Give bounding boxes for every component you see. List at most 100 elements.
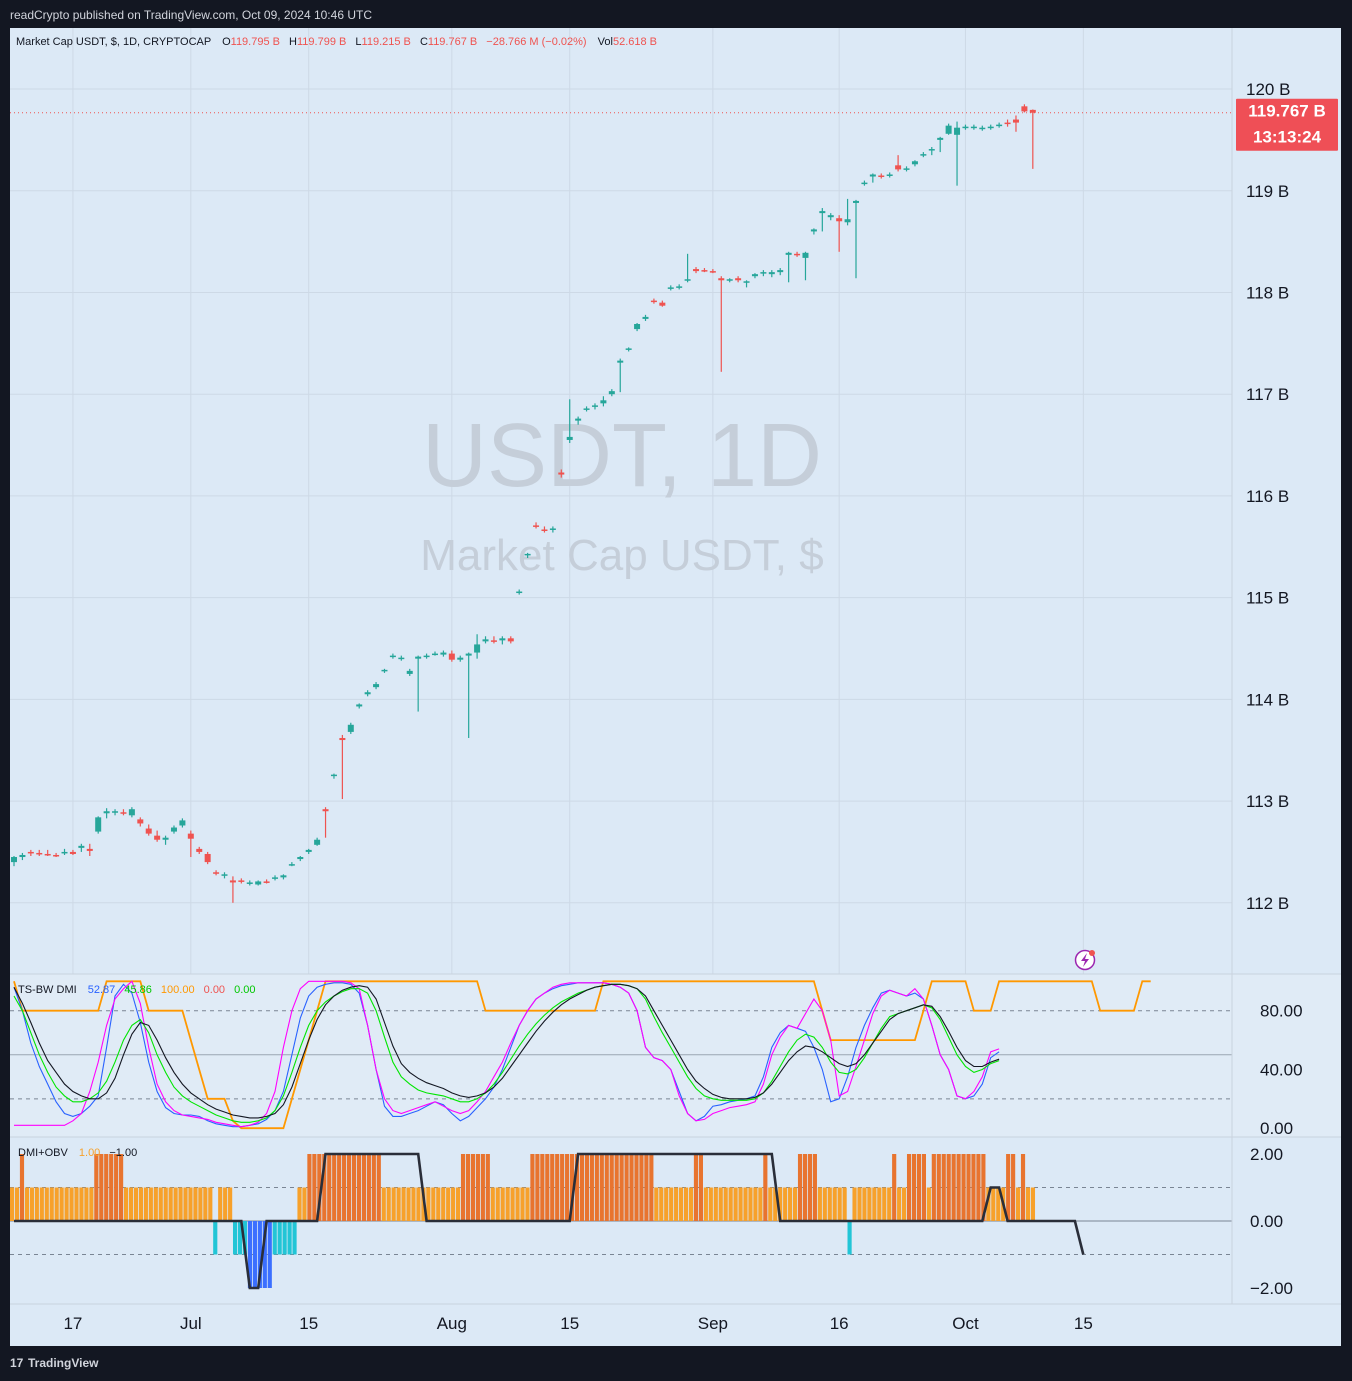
- candle: [743, 280, 750, 288]
- tradingview-logo[interactable]: 17 TradingView: [10, 1356, 98, 1370]
- candle: [659, 300, 666, 307]
- dmi-legend-v4: 0.00: [204, 984, 225, 996]
- candle-body: [701, 270, 708, 272]
- candle-body: [575, 418, 582, 421]
- obv-bar: [247, 1221, 253, 1288]
- obv-bar: [897, 1187, 902, 1221]
- candle: [878, 173, 885, 179]
- obv-bar: [614, 1154, 619, 1221]
- candle-body: [558, 472, 565, 475]
- legend-vol-label: Vol: [598, 36, 613, 48]
- obv-bar: [143, 1187, 148, 1221]
- obv-bar: [718, 1187, 723, 1221]
- obv-bar: [827, 1187, 832, 1221]
- legend-symbol: Market Cap USDT, $, 1D, CRYPTOCAP: [16, 36, 211, 48]
- obv-bar: [535, 1154, 540, 1221]
- candle: [709, 269, 716, 274]
- time-tick-label: Oct: [952, 1314, 979, 1333]
- obv-bar: [966, 1154, 971, 1221]
- candle: [448, 650, 455, 662]
- obv-bar: [857, 1187, 862, 1221]
- price-tick-label: 120 B: [1246, 80, 1290, 99]
- obv-bar: [69, 1187, 74, 1221]
- candle-body: [120, 812, 127, 814]
- obv-bar: [589, 1154, 594, 1221]
- obv-bar: [604, 1154, 609, 1221]
- candle-body: [709, 271, 716, 273]
- candle-body: [549, 528, 556, 530]
- candle-body: [1021, 106, 1028, 112]
- candle: [970, 124, 977, 130]
- candle: [886, 172, 893, 178]
- obv-bar: [371, 1154, 376, 1221]
- obv-bar: [902, 1187, 907, 1221]
- obv-bar: [104, 1154, 109, 1221]
- candle-body: [204, 853, 211, 863]
- candle-body: [364, 692, 371, 695]
- svg-text:TS-BW DMI 52.87: TS-BW DMI 52.87 45.86 100.00 0.00 0.00: [18, 984, 256, 996]
- candle-body: [1004, 122, 1011, 125]
- candle: [768, 270, 775, 278]
- obv-bar: [758, 1187, 763, 1221]
- obv-bar: [817, 1187, 822, 1221]
- obv-bar: [991, 1187, 996, 1221]
- candle: [95, 816, 102, 834]
- candle-body: [928, 149, 935, 151]
- obv-bar: [892, 1154, 897, 1221]
- candle: [154, 830, 161, 842]
- candle: [945, 123, 952, 135]
- candle-body: [246, 882, 253, 884]
- time-tick-label: 17: [63, 1314, 82, 1333]
- candle: [432, 651, 438, 656]
- obv-bar: [119, 1154, 124, 1221]
- time-axis[interactable]: 17 Jul 15 Aug 15 Sep 16 Oct 15: [10, 1303, 1341, 1346]
- obv-bar: [971, 1154, 976, 1221]
- candle: [591, 403, 598, 410]
- obv-bar: [520, 1187, 525, 1221]
- obv-bar: [664, 1187, 669, 1221]
- obv-bar: [941, 1154, 946, 1221]
- obv-bar: [183, 1187, 188, 1221]
- obv-bar: [465, 1154, 471, 1221]
- legend-c-value: 119.767 B: [428, 36, 477, 48]
- obv-bar: [133, 1187, 139, 1221]
- dmi-tick-label: 0.00: [1260, 1119, 1293, 1138]
- candle: [735, 276, 742, 283]
- candle: [625, 347, 632, 352]
- candle: [482, 636, 489, 644]
- candle-body: [179, 820, 186, 826]
- obv-bar: [956, 1154, 961, 1221]
- obv-bar: [485, 1154, 490, 1221]
- candle: [356, 703, 363, 709]
- obv-bar: [545, 1154, 550, 1221]
- candle-body: [777, 270, 784, 273]
- obv-bar: [233, 1221, 238, 1255]
- candle: [204, 851, 211, 865]
- candle-body: [36, 852, 43, 855]
- obv-bar: [659, 1187, 664, 1221]
- obv-bar: [609, 1154, 614, 1221]
- candle: [263, 879, 270, 884]
- candle: [642, 314, 649, 321]
- obv-bar: [381, 1187, 386, 1221]
- chart-panel[interactable]: USDT, 1D Market Cap USDT, $ 112 B 113 B 11…: [10, 28, 1341, 1346]
- candle-body: [415, 656, 422, 659]
- obv-bar: [525, 1187, 530, 1221]
- candle-body: [53, 854, 60, 857]
- obv-bar: [272, 1221, 277, 1255]
- watermark-name: Market Cap USDT, $: [420, 531, 823, 580]
- obv-bar: [872, 1187, 877, 1221]
- candle-body: [347, 724, 354, 732]
- obv-bar: [228, 1187, 233, 1221]
- obv-bar: [505, 1187, 510, 1221]
- price-axis[interactable]: 112 B 113 B 114 B 115 B 116 B 117 B 118 B 119 B…: [1246, 80, 1290, 913]
- price-tick-label: 115 B: [1246, 589, 1289, 608]
- candle: [440, 650, 447, 657]
- legend-o-value: 119.795 B: [231, 36, 280, 48]
- candle: [297, 856, 304, 862]
- obv-bar: [470, 1154, 476, 1221]
- flash-icon[interactable]: [1074, 949, 1096, 971]
- candle-body: [886, 174, 893, 176]
- obv-bar: [842, 1187, 847, 1221]
